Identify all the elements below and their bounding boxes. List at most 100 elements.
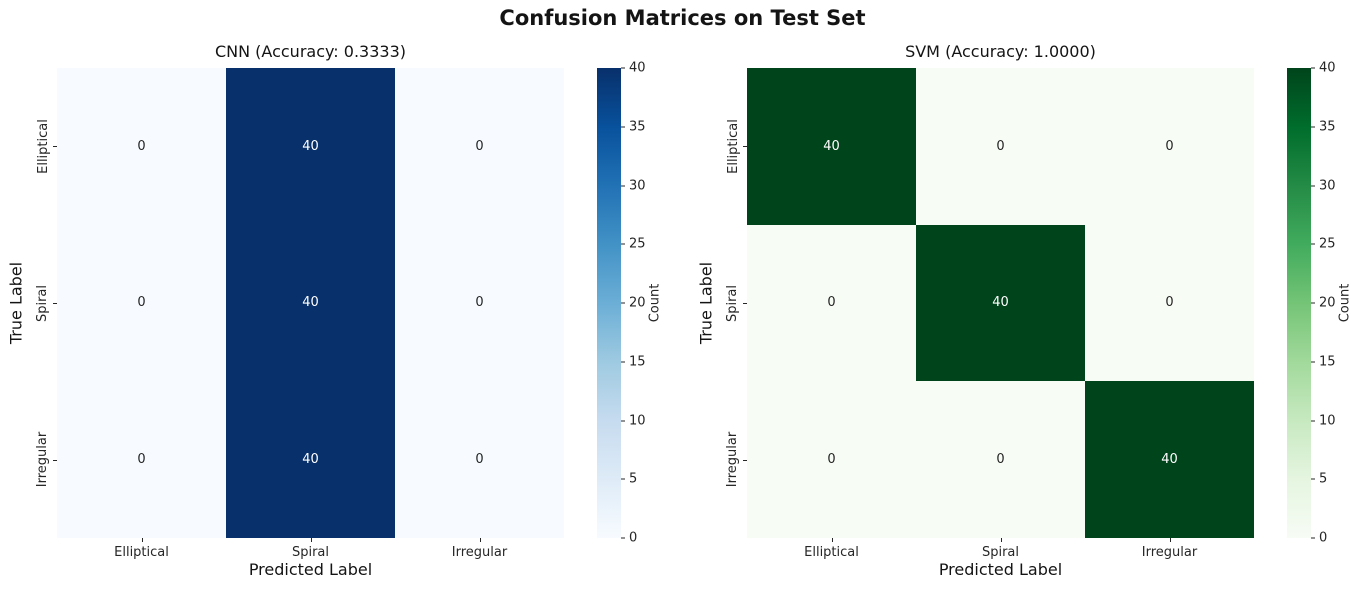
heatmap-cell: 40 bbox=[226, 68, 395, 225]
colorbar-tick-mark bbox=[1311, 478, 1315, 480]
y-tick-label-text: Irregular bbox=[725, 431, 741, 488]
heatmap-cell: 40 bbox=[226, 381, 395, 538]
colorbar-tick-labels: 0 5 10 15 20 25 30 35 40 bbox=[1311, 62, 1361, 545]
colorbar-label: Count bbox=[647, 283, 663, 323]
colorbar-tick: 5 bbox=[1311, 473, 1327, 486]
x-tick-label: Spiral bbox=[226, 538, 395, 562]
x-axis-label: Predicted Label bbox=[248, 560, 373, 579]
colorbar-tick-value: 10 bbox=[1319, 413, 1336, 428]
heatmap-cell: 0 bbox=[57, 224, 226, 382]
colorbar-tick-mark bbox=[621, 243, 625, 245]
heatmap-cell: 0 bbox=[57, 68, 226, 225]
y-tick-label-text: Spiral bbox=[725, 284, 741, 322]
colorbar-tick-mark bbox=[621, 126, 625, 128]
colorbar-tick-mark bbox=[621, 67, 625, 69]
heatmap-cell: 40 bbox=[1085, 381, 1254, 538]
colorbar-tick-value: 40 bbox=[1319, 60, 1336, 76]
svm-confusion-panel: SVM (Accuracy: 1.0000) True Label Ellipt… bbox=[690, 0, 1365, 592]
heatmap-cell: 40 bbox=[916, 224, 1085, 382]
colorbar-tick: 40 bbox=[621, 62, 646, 75]
x-tick-label: Elliptical bbox=[57, 538, 226, 562]
colorbar-tick-mark bbox=[1311, 537, 1315, 539]
colorbar-track bbox=[597, 68, 621, 538]
colorbar-tick-mark bbox=[1311, 420, 1315, 421]
colorbar-tick-value: 20 bbox=[629, 295, 646, 311]
heatmap-cell: 0 bbox=[747, 224, 916, 382]
y-tick-label: Spiral bbox=[29, 225, 57, 382]
heatmap-cell: 0 bbox=[395, 224, 564, 382]
heatmap-cell: 0 bbox=[1085, 224, 1254, 382]
colorbar-tick-value: 0 bbox=[1319, 530, 1328, 546]
figure-title: Confusion Matrices on Test Set bbox=[499, 6, 866, 30]
colorbar-tick: 30 bbox=[1311, 179, 1336, 192]
y-tick-label-text: Irregular bbox=[35, 431, 51, 488]
colorbar-tick: 35 bbox=[1311, 120, 1336, 133]
colorbar-tick: 15 bbox=[621, 355, 646, 368]
colorbar-tick-labels: 0 5 10 15 20 25 30 35 40 bbox=[621, 62, 671, 545]
colorbar-tick-mark bbox=[621, 420, 625, 421]
x-tick-labels: Elliptical Spiral Irregular bbox=[57, 538, 564, 562]
colorbar-tick: 10 bbox=[621, 414, 646, 427]
heatmap-cell: 0 bbox=[1085, 68, 1254, 225]
heatmap-cell: 0 bbox=[57, 381, 226, 538]
heatmap-cell: 0 bbox=[747, 381, 916, 538]
heatmap-grid: 40 0 0 0 40 0 0 0 40 bbox=[747, 68, 1254, 538]
colorbar-tick-mark bbox=[1311, 302, 1315, 304]
colorbar-tick-mark bbox=[621, 478, 625, 480]
colorbar-tick: 10 bbox=[1311, 414, 1336, 427]
colorbar-tick: 15 bbox=[1311, 355, 1336, 368]
colorbar-track bbox=[1287, 68, 1311, 538]
colorbar-tick: 25 bbox=[621, 238, 646, 251]
y-axis-label: True Label bbox=[6, 261, 26, 345]
colorbar-tick-mark bbox=[1311, 361, 1315, 363]
colorbar-tick-mark bbox=[1311, 243, 1315, 245]
colorbar-tick-value: 0 bbox=[629, 530, 638, 546]
heatmap-cell: 0 bbox=[916, 381, 1085, 538]
cnn-confusion-panel: CNN (Accuracy: 0.3333) True Label Ellipt… bbox=[0, 0, 675, 592]
colorbar-tick-value: 15 bbox=[1319, 354, 1336, 370]
colorbar-tick-mark bbox=[1311, 67, 1315, 69]
colorbar-tick-value: 35 bbox=[629, 119, 646, 135]
heatmap-cell: 0 bbox=[395, 381, 564, 538]
x-tick-label: Elliptical bbox=[747, 538, 916, 562]
x-tick-label: Irregular bbox=[1085, 538, 1254, 562]
x-axis-label: Predicted Label bbox=[938, 560, 1063, 579]
y-tick-label-text: Elliptical bbox=[725, 118, 741, 174]
x-tick-label: Irregular bbox=[395, 538, 564, 562]
colorbar-tick-mark bbox=[621, 361, 625, 363]
colorbar-tick: 30 bbox=[621, 179, 646, 192]
colorbar-tick-value: 40 bbox=[629, 60, 646, 76]
y-tick-label: Irregular bbox=[29, 381, 57, 538]
colorbar-tick-mark bbox=[1311, 126, 1315, 128]
y-tick-label-text: Spiral bbox=[35, 284, 51, 322]
colorbar-tick-mark bbox=[621, 537, 625, 539]
x-tick-labels: Elliptical Spiral Irregular bbox=[747, 538, 1254, 562]
y-tick-label-text: Elliptical bbox=[35, 118, 51, 174]
colorbar-tick-mark bbox=[621, 185, 625, 186]
cnn-subplot-title: CNN (Accuracy: 0.3333) bbox=[214, 42, 407, 61]
y-tick-labels: Elliptical Spiral Irregular bbox=[719, 68, 747, 538]
colorbar-tick-value: 15 bbox=[629, 354, 646, 370]
y-tick-labels: Elliptical Spiral Irregular bbox=[29, 68, 57, 538]
colorbar-tick-value: 20 bbox=[1319, 295, 1336, 311]
colorbar-tick: 0 bbox=[621, 532, 637, 545]
heatmap-cell: 40 bbox=[226, 224, 395, 382]
y-tick-label: Elliptical bbox=[29, 68, 57, 225]
colorbar-tick-value: 30 bbox=[1319, 178, 1336, 193]
colorbar-tick: 5 bbox=[621, 473, 637, 486]
colorbar-tick-value: 25 bbox=[629, 236, 646, 252]
colorbar-tick: 0 bbox=[1311, 532, 1327, 545]
colorbar-tick-value: 5 bbox=[1319, 471, 1328, 487]
colorbar-label: Count bbox=[1337, 283, 1353, 323]
colorbar-tick: 35 bbox=[621, 120, 646, 133]
y-tick-label: Irregular bbox=[719, 381, 747, 538]
colorbar-tick-value: 5 bbox=[629, 471, 638, 487]
heatmap-cell: 0 bbox=[916, 68, 1085, 225]
x-tick-label: Spiral bbox=[916, 538, 1085, 562]
colorbar-tick: 20 bbox=[621, 297, 646, 310]
colorbar-tick-value: 30 bbox=[629, 178, 646, 193]
y-tick-label: Spiral bbox=[719, 225, 747, 382]
heatmap-cell: 0 bbox=[395, 68, 564, 225]
y-axis-label: True Label bbox=[696, 261, 716, 345]
